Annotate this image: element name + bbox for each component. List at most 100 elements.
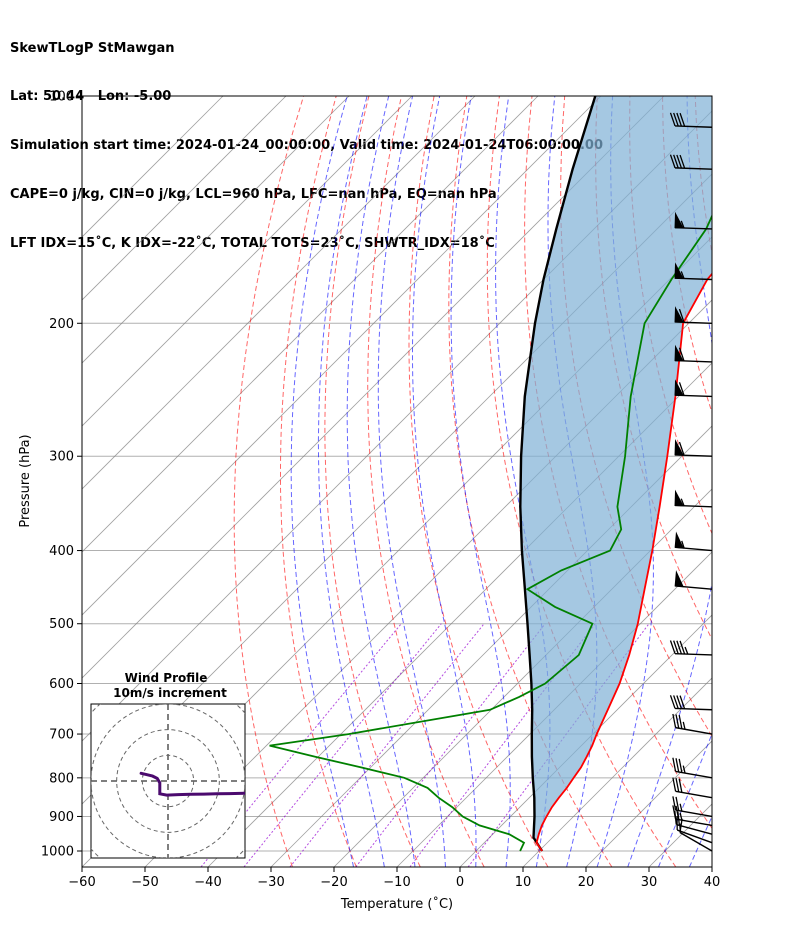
cin-area bbox=[520, 96, 712, 851]
cape-cin-shading bbox=[520, 96, 712, 851]
dry-adiabat bbox=[728, 96, 794, 867]
wind-barb bbox=[674, 344, 713, 363]
x-tick-label: 40 bbox=[704, 875, 721, 890]
isotherm-line bbox=[82, 96, 539, 553]
wind-barb bbox=[672, 713, 713, 735]
barb-full-feather bbox=[669, 154, 676, 169]
barb-flag bbox=[674, 489, 684, 507]
wind-barb bbox=[674, 211, 713, 230]
moist-adiabat bbox=[346, 96, 416, 867]
y-tick-label: 500 bbox=[49, 617, 74, 632]
wind-barb bbox=[672, 805, 713, 827]
wind-barb bbox=[669, 640, 713, 656]
wind-barb bbox=[669, 154, 713, 170]
isotherm-line bbox=[82, 96, 413, 427]
mixing-ratio-line bbox=[355, 623, 546, 867]
y-tick-label: 600 bbox=[49, 677, 74, 692]
barb-full-feather bbox=[678, 714, 683, 729]
wind-barbs bbox=[669, 112, 713, 852]
wind-barb bbox=[672, 777, 713, 799]
x-tick-label: 20 bbox=[578, 875, 595, 890]
x-tick-label: 0 bbox=[456, 875, 464, 890]
hodograph-ring bbox=[116, 729, 220, 833]
y-tick-label: 100 bbox=[49, 90, 74, 105]
barb-full-feather bbox=[679, 640, 686, 655]
isotherm-line bbox=[82, 96, 665, 679]
dry-adiabat bbox=[448, 96, 613, 867]
barb-flag bbox=[674, 262, 684, 280]
barb-full-feather bbox=[676, 112, 683, 127]
moist-adiabat bbox=[627, 96, 712, 867]
dry-adiabat bbox=[324, 96, 421, 867]
barb-full-feather bbox=[675, 778, 680, 792]
barb-half-feather bbox=[680, 271, 685, 279]
barb-shaft bbox=[675, 726, 713, 735]
isotherm-line bbox=[711, 866, 712, 867]
wind-barb bbox=[674, 489, 713, 508]
header-title: SkewTLogP StMawgan bbox=[10, 40, 175, 56]
barb-full-feather bbox=[676, 154, 683, 169]
barb-half-feather bbox=[681, 540, 685, 549]
barb-full-feather bbox=[676, 640, 683, 655]
dewpoint-line bbox=[269, 213, 712, 852]
y-axis-label: Pressure (hPa) bbox=[18, 434, 33, 527]
barb-half-feather bbox=[680, 220, 685, 229]
barb-half-feather bbox=[684, 646, 689, 655]
barb-full-feather bbox=[678, 778, 683, 793]
barb-shaft bbox=[679, 831, 713, 852]
dry-adiabat bbox=[760, 96, 794, 867]
moist-adiabat bbox=[450, 96, 511, 867]
x-tick-label: −50 bbox=[131, 875, 158, 890]
y-tick-label: 700 bbox=[49, 728, 74, 743]
header-other-indices: LFT IDX=15˚C, K IDX=-22˚C, TOTAL TOTS=23… bbox=[10, 236, 495, 252]
hodograph-ring bbox=[141, 754, 195, 808]
barb-full-feather bbox=[678, 441, 685, 456]
wind-barb bbox=[674, 262, 713, 281]
isotherm-line bbox=[522, 677, 712, 867]
dry-adiabat bbox=[280, 96, 357, 867]
barb-full-feather bbox=[673, 640, 679, 655]
barb-full-feather bbox=[672, 757, 677, 772]
barb-half-feather bbox=[679, 812, 683, 821]
barb-full-feather bbox=[679, 112, 686, 127]
moist-adiabat bbox=[720, 96, 794, 867]
y-tick-label: 1000 bbox=[41, 845, 74, 860]
y-tick-label: 300 bbox=[49, 450, 74, 465]
isotherm-line bbox=[82, 96, 350, 364]
profile-lines bbox=[269, 96, 712, 852]
barb-full-feather bbox=[675, 758, 680, 773]
barb-full-feather bbox=[672, 805, 677, 820]
barb-full-feather bbox=[669, 112, 676, 127]
y-tick-label: 400 bbox=[49, 544, 74, 559]
barb-full-feather bbox=[673, 154, 679, 169]
barb-shaft bbox=[674, 652, 713, 656]
isotherm-line bbox=[82, 96, 476, 490]
moist-adiabat bbox=[290, 96, 354, 867]
temperature-line bbox=[535, 272, 712, 852]
axes: −60 −50 −40 −30 −20 −10 0 10 20 30 40 1000 900 800 700… bbox=[41, 90, 720, 891]
barb-full-feather bbox=[673, 112, 679, 127]
barb-full-feather bbox=[673, 695, 679, 709]
wind-barb bbox=[674, 439, 713, 457]
barb-full-feather bbox=[675, 796, 680, 811]
header-location: Lat: 50.44 Lon: -5.00 bbox=[10, 89, 172, 105]
barb-flag bbox=[674, 211, 684, 229]
moist-adiabat bbox=[412, 96, 477, 867]
dry-adiabat bbox=[367, 96, 485, 867]
wind-barb bbox=[672, 757, 713, 779]
wind-barb bbox=[669, 112, 713, 128]
x-axis-label: Temperature (˚C) bbox=[340, 896, 453, 912]
moist-adiabat bbox=[317, 96, 385, 867]
isotherm-line bbox=[82, 96, 602, 616]
barb-half-feather bbox=[682, 721, 686, 730]
wind-barb bbox=[674, 306, 713, 324]
barb-flag bbox=[674, 379, 684, 396]
x-tick-label: −10 bbox=[383, 875, 410, 890]
mixing-ratio-line bbox=[200, 623, 402, 867]
wind-barb bbox=[674, 379, 713, 398]
barb-half-feather bbox=[682, 765, 686, 774]
wind-barb bbox=[669, 695, 713, 711]
barb-flag bbox=[674, 531, 684, 549]
y-tick-label: 900 bbox=[49, 810, 74, 825]
